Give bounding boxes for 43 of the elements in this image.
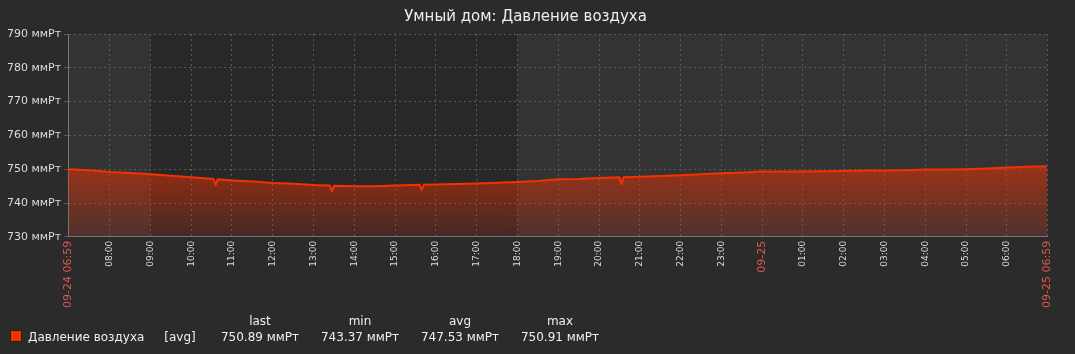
x-tick-label: 09:00 [144,240,155,267]
x-tick-label: 21:00 [634,240,645,267]
x-tick-label: 12:00 [267,240,278,267]
x-tick-label: 13:00 [307,240,318,267]
x-tick-label: 11:00 [226,240,237,267]
x-tick-label: 01:00 [797,240,808,267]
x-tick-label: 14:00 [348,240,359,267]
text: 750.89 ммРт [219,330,301,344]
x-tick-label: 15:00 [389,240,400,267]
x-tick-label: 10:00 [185,240,196,267]
x-tick-label: 23:00 [715,240,726,267]
text: min [347,314,373,328]
x-tick-label: 17:00 [471,240,482,267]
x-tick-label: 05:00 [960,240,971,267]
x-tick-label: 16:00 [430,240,441,267]
y-tick-label: 790 ммРт [6,26,62,40]
text: max [545,314,575,328]
text: 743.37 ммРт [319,330,401,344]
y-tick-label: 750 ммРт [6,162,62,176]
x-tick-label: 04:00 [919,240,930,267]
text: 750.91 ммРт [519,330,601,344]
y-tick-label: 770 ммРт [6,94,62,108]
x-tick-label: 03:00 [878,240,889,267]
x-tick-label: 02:00 [838,240,849,267]
text: avg [447,314,473,328]
x-tick-label: 09-25 06:59 [1039,240,1053,309]
x-tick-label: 22:00 [674,240,685,267]
y-tick-label: 740 ммРт [6,195,62,209]
x-tick-label: 06:00 [1001,240,1012,267]
legend-label: Давление воздуха [27,330,146,344]
x-tick-label: 19:00 [552,240,563,267]
x-tick-label: 09-24 06:59 [60,240,74,309]
chart-title: Умный дом: Давление воздуха [404,6,647,25]
x-tick-label: 20:00 [593,240,604,267]
x-tick-label: 08:00 [103,240,114,267]
text: 747.53 ммРт [419,330,501,344]
y-tick-label: 760 ммРт [6,128,62,142]
y-tick-label: 730 ммРт [6,229,62,243]
x-tick-label: 09-25 [755,240,769,273]
text: [avg] [163,330,197,344]
y-tick-label: 780 ммРт [6,60,62,74]
x-tick-label: 18:00 [511,240,522,267]
text: last [248,314,272,328]
